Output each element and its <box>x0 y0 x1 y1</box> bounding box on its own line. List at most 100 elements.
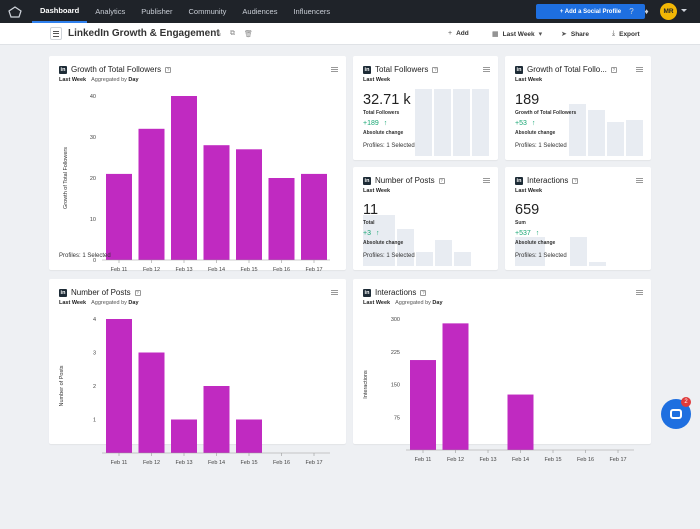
widget-title: Growth of Total Follo... <box>527 65 607 74</box>
widget-title: Number of Posts <box>71 288 131 297</box>
x-tick-label: Feb 15 <box>544 457 561 463</box>
bar <box>301 173 327 260</box>
x-tick-label: Feb 12 <box>143 460 160 466</box>
widget-menu-icon[interactable] <box>483 178 490 184</box>
app-logo-icon[interactable] <box>8 5 22 18</box>
nav-tab-community[interactable]: Community <box>188 7 227 16</box>
widget-menu-icon[interactable] <box>636 67 643 73</box>
interactions-widget: in Interactions? Last Week 659 Sum +537 ↑ … <box>505 167 651 270</box>
profiles-selected[interactable]: Profiles: 1 Selected <box>59 253 111 259</box>
bar <box>106 173 132 260</box>
profiles-selected[interactable]: Profiles: 1 Selected <box>515 253 567 259</box>
bar <box>138 352 165 453</box>
nav-tab-publisher[interactable]: Publisher <box>141 7 173 16</box>
nav-tab-audiences[interactable]: Audiences <box>242 7 278 16</box>
date-range-label: Last Week <box>515 188 543 194</box>
help-icon[interactable]: ? <box>610 66 617 73</box>
widget-menu-icon[interactable] <box>331 290 338 296</box>
x-tick-label: Feb 15 <box>240 267 257 273</box>
bar <box>442 323 469 450</box>
add-button[interactable]: + Add <box>448 30 469 37</box>
widget-menu-icon[interactable] <box>483 67 490 73</box>
ghost-bar <box>415 89 432 156</box>
help-icon[interactable]: ? <box>438 177 445 184</box>
ghost-bar <box>435 240 452 266</box>
y-tick-label: 1 <box>93 418 96 424</box>
share-button[interactable]: ➤ Share <box>561 30 589 39</box>
bar <box>171 96 197 260</box>
x-tick-label: Feb 12 <box>143 267 160 273</box>
export-button[interactable]: ⤓ Export <box>612 30 640 38</box>
x-tick-label: Feb 14 <box>208 460 225 466</box>
metric-label: Total Followers <box>363 110 400 116</box>
profiles-selected[interactable]: Profiles: 1 Selected <box>515 143 567 149</box>
aggregation-value: Day <box>128 77 139 83</box>
bar <box>138 128 165 260</box>
aggregated-label: Aggregated by <box>91 300 127 306</box>
add-social-profile-button[interactable]: + Add a Social Profile <box>536 4 645 19</box>
ghost-bar <box>515 237 545 266</box>
ghost-bar <box>569 104 586 156</box>
y-axis-label: Interactions <box>363 370 369 399</box>
help-icon[interactable]: ? <box>432 66 439 73</box>
x-tick-label: Feb 15 <box>240 460 257 466</box>
ghost-bar <box>626 120 643 156</box>
y-tick-label: 30 <box>90 135 96 141</box>
notification-badge: 2 <box>681 397 691 407</box>
y-tick-label: 40 <box>90 94 96 100</box>
nav-tab-analytics[interactable]: Analytics <box>95 7 126 16</box>
profiles-selected[interactable]: Profiles: 1 Selected <box>363 143 415 149</box>
ghost-bar <box>570 237 587 266</box>
date-range-label: Last Week <box>363 77 391 83</box>
menu-icon[interactable] <box>50 27 62 40</box>
ghost-bar <box>416 252 433 266</box>
widget-menu-icon[interactable] <box>331 67 338 73</box>
help-icon[interactable]: ? <box>629 7 634 16</box>
ghost-bar <box>607 122 624 156</box>
chat-button[interactable] <box>661 399 691 429</box>
profiles-selected[interactable]: Profiles: 1 Selected <box>363 253 415 259</box>
x-tick-label: Feb 11 <box>111 460 128 466</box>
bar <box>203 386 230 453</box>
calendar-icon: ▦ <box>492 31 499 38</box>
linkedin-icon: in <box>363 65 371 74</box>
chevron-down-icon[interactable] <box>681 9 687 12</box>
number-of-posts-chart: 1 2 3 4 Number of Posts Feb 11 Feb 12 Feb 13 Feb… <box>59 317 330 466</box>
linkedin-icon: in <box>363 288 371 297</box>
nav-tab-dashboard[interactable]: Dashboard <box>32 0 88 23</box>
copy-icon[interactable]: ⧉ <box>230 30 235 37</box>
y-tick-label: 150 <box>391 383 400 389</box>
ghost-bar <box>434 89 451 156</box>
metric-value: 189 <box>515 92 540 108</box>
y-tick-label: 20 <box>90 176 96 182</box>
help-icon[interactable]: ? <box>420 289 427 296</box>
pencil-icon[interactable]: ✎ <box>216 31 222 38</box>
total-followers-widget: in Total Followers? Last Week 32.71 k Tot… <box>353 56 498 160</box>
arrow-up-icon: ↑ <box>375 230 380 237</box>
change-label: Absolute change <box>363 130 404 136</box>
metric-change: +537 ↑ <box>515 230 540 237</box>
linkedin-icon: in <box>59 288 67 297</box>
avatar[interactable]: MR <box>660 3 677 20</box>
metric-label: Total <box>363 220 375 226</box>
widget-menu-icon[interactable] <box>636 290 643 296</box>
x-tick-label: Feb 13 <box>175 267 192 273</box>
help-icon[interactable]: ? <box>572 177 579 184</box>
bar <box>171 419 197 453</box>
help-icon[interactable]: ? <box>134 289 141 296</box>
y-tick-label: 10 <box>90 217 96 223</box>
ghost-bar <box>397 229 414 266</box>
download-icon: ⤓ <box>612 30 616 37</box>
y-tick-label: 300 <box>391 317 400 323</box>
help-icon[interactable]: ? <box>165 66 172 73</box>
date-range-dropdown[interactable]: ▦ Last Week ▾ <box>492 30 543 39</box>
widget-menu-icon[interactable] <box>636 178 643 184</box>
bar <box>106 319 132 453</box>
trash-icon[interactable]: 🗑 <box>244 31 253 38</box>
interactions-chart: 75 150 225 300 Interactions Feb 11 Feb 12 Feb 1… <box>363 317 634 463</box>
widget-title: Interactions <box>375 288 417 297</box>
bell-icon[interactable]: ♦ <box>644 7 649 16</box>
bar <box>268 178 295 260</box>
date-range-label: Last Week <box>59 300 87 306</box>
nav-tab-influencers[interactable]: Influencers <box>293 7 331 16</box>
